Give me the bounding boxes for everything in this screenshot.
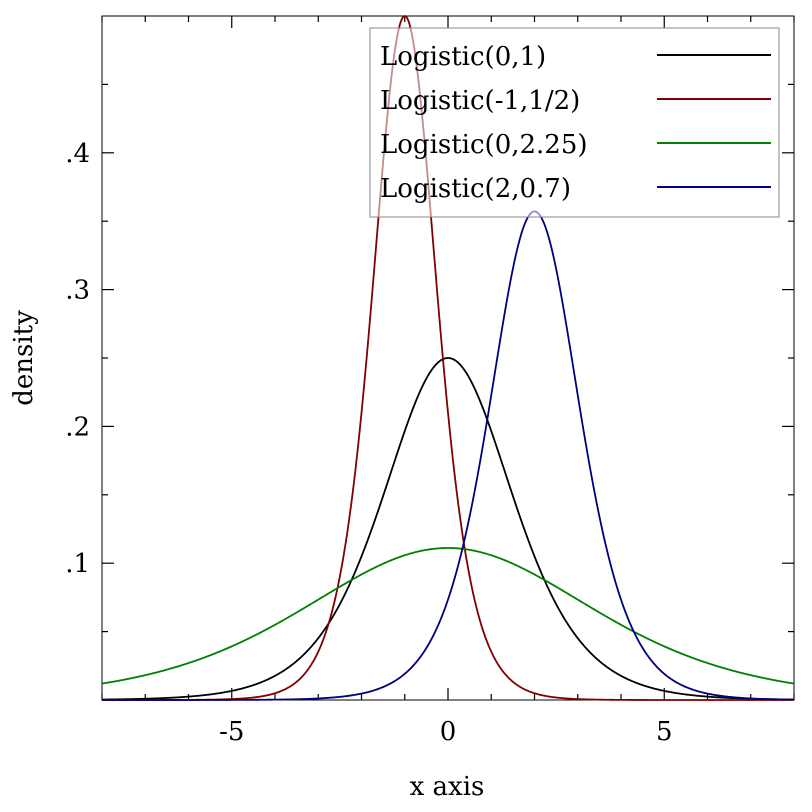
- series-line-2: [101, 547, 795, 685]
- y-tick-label: .2: [65, 412, 90, 442]
- x-tick-label: -5: [219, 717, 244, 747]
- legend-label-1: Logistic(-1,1/2): [380, 86, 580, 116]
- y-tick-label: .1: [65, 549, 90, 579]
- legend: Logistic(0,1) Logistic(-1,1/2) Logistic(0,…: [369, 27, 780, 218]
- y-tick-label: .4: [65, 139, 90, 169]
- tick-labels: -5 0 5 .1 .2 .3 .4: [65, 139, 672, 747]
- series-line-3: [102, 210, 795, 701]
- legend-box: [369, 27, 780, 218]
- series-curves: [101, 15, 795, 701]
- legend-label-3: Logistic(2,0.7): [380, 174, 571, 204]
- x-tick-label: 0: [440, 717, 457, 747]
- legend-label-2: Logistic(0,2.25): [380, 130, 588, 160]
- axis-ticks: [101, 16, 795, 700]
- x-tick-label: 5: [656, 717, 673, 747]
- x-axis-label: x axis: [410, 772, 485, 802]
- series-line-0: [101, 357, 795, 701]
- legend-label-0: Logistic(0,1): [380, 42, 546, 72]
- y-tick-label: .3: [65, 276, 90, 306]
- y-axis-label: density: [9, 310, 39, 406]
